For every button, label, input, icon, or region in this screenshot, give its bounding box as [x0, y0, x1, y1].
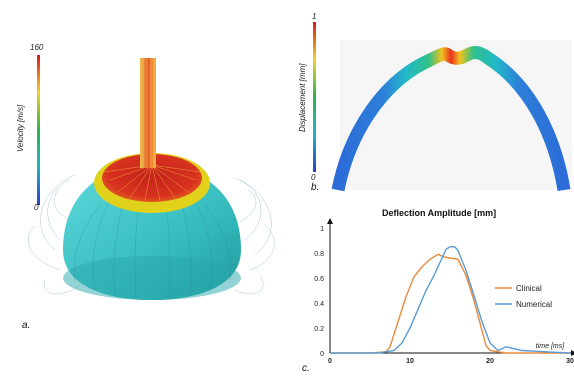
- dome-rim: [63, 256, 241, 300]
- displacement-max-label: 1: [312, 12, 317, 21]
- x-tick-label: 30: [566, 358, 574, 365]
- x-tick-label: 0: [328, 358, 332, 365]
- legend-label-numerical: Numerical: [516, 300, 552, 309]
- velocity-max-label: 160: [30, 43, 44, 52]
- panel-a-velocity-figure: 160 0 Velocity [m/s] a.: [0, 0, 290, 340]
- panel-a-letter: a.: [22, 320, 31, 331]
- x-tick-label: 10: [406, 358, 414, 365]
- impact-cap: [102, 154, 202, 202]
- y-tick-label: 0: [320, 351, 324, 358]
- panel-c-letter: c.: [302, 363, 310, 374]
- displacement-min-label: 0: [311, 173, 316, 182]
- y-tick-label: 0.4: [314, 301, 324, 308]
- chart-title: Deflection Amplitude [mm]: [382, 208, 497, 218]
- velocity-colorbar: [37, 55, 40, 205]
- x-axis-arrow: [571, 350, 574, 356]
- y-axis-arrow: [327, 218, 333, 224]
- y-tick-label: 0.8: [314, 251, 324, 258]
- series-line-clinical: [330, 253, 570, 354]
- legend-label-clinical: Clinical: [516, 284, 542, 293]
- panel-b-displacement-figure: 1 0 Displacement [mm] b.: [298, 0, 574, 195]
- y-tick-label: 0.2: [314, 326, 324, 333]
- panel-c-chart: Deflection Amplitude [mm] 0 0.2 0.4 0.6 0.8 1…: [300, 200, 574, 374]
- displacement-axis-label: Displacement [mm]: [298, 63, 307, 132]
- displacement-colorbar: [313, 22, 316, 172]
- velocity-streamline-render: [27, 55, 275, 300]
- y-tick-label: 1: [320, 226, 324, 233]
- panel-b-letter: b.: [311, 182, 320, 193]
- air-jet-column: [140, 58, 156, 168]
- displacement-render: [313, 22, 572, 192]
- series-line-numerical: [330, 246, 571, 354]
- cornea-displacement-arc: [331, 46, 571, 192]
- outer-streamlines: [27, 174, 275, 295]
- x-axis-label: time [ms]: [536, 343, 565, 350]
- y-tick-label: 0.6: [314, 276, 324, 283]
- velocity-min-label: 0: [34, 203, 39, 212]
- velocity-axis-label: Velocity [m/s]: [16, 104, 25, 152]
- x-tick-label: 20: [486, 358, 494, 365]
